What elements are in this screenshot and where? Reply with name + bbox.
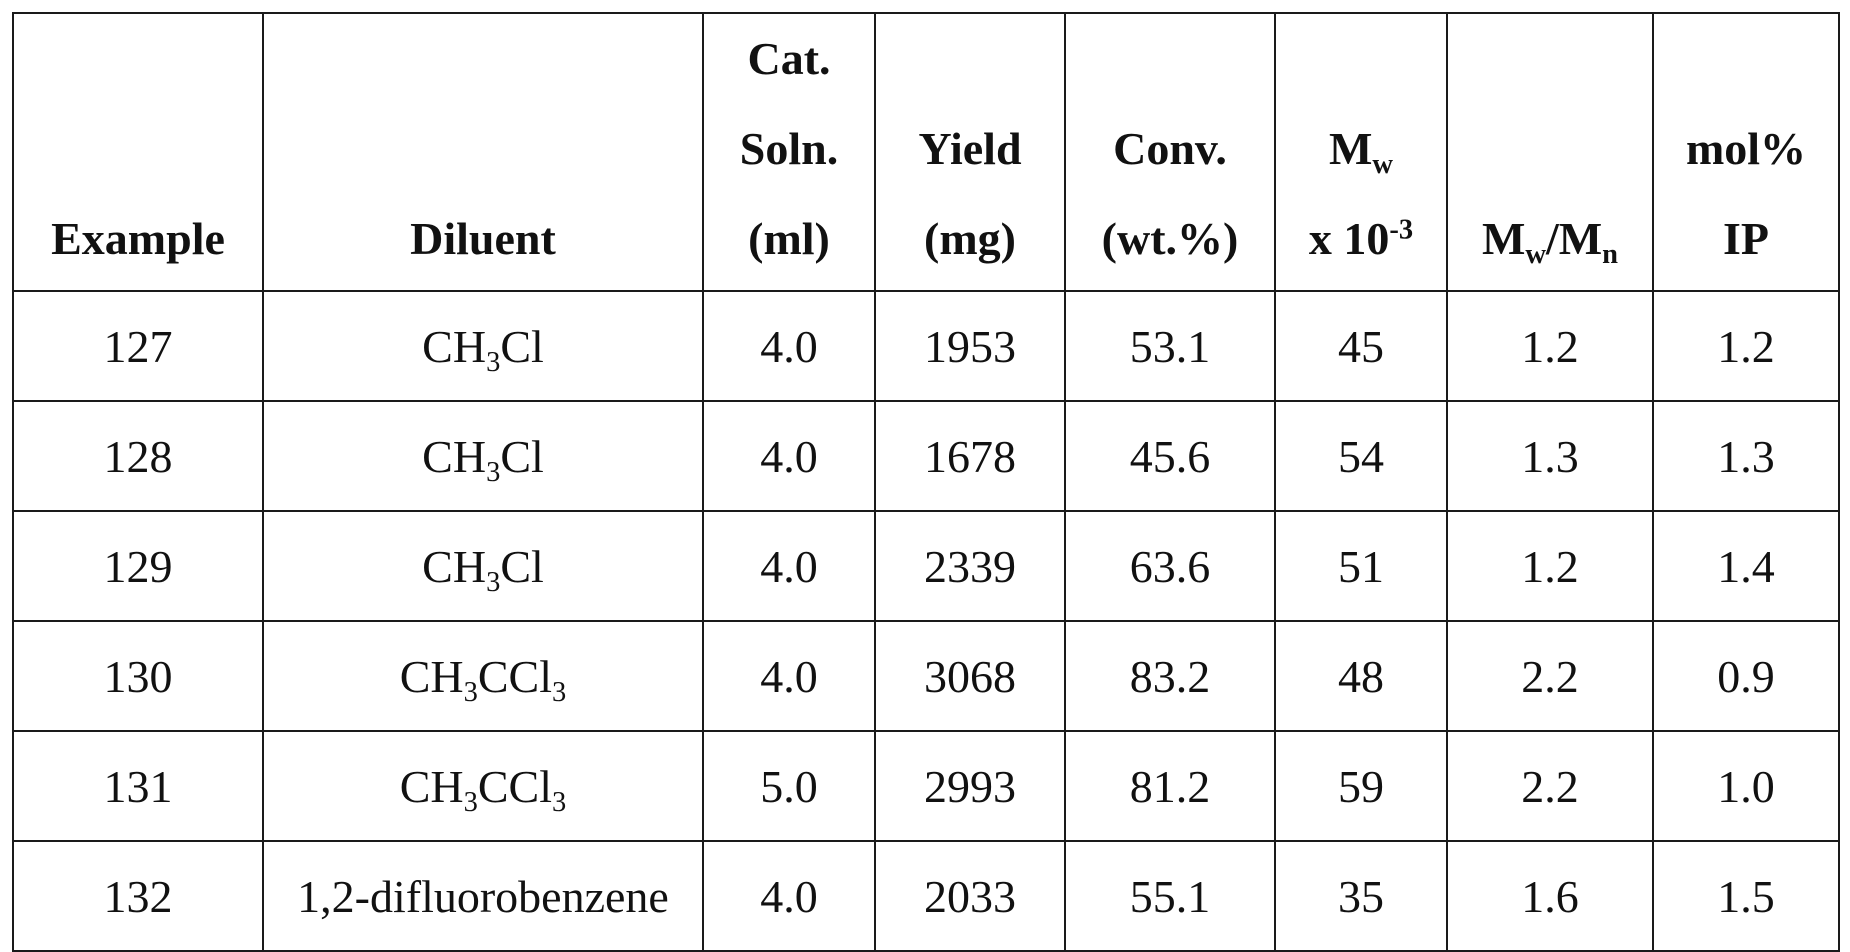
cell-example: 131 xyxy=(13,731,263,841)
cell-mw: 59 xyxy=(1275,731,1447,841)
cell-diluent: CH3CCl3 xyxy=(263,621,703,731)
cell-example: 130 xyxy=(13,621,263,731)
cell-mw: 48 xyxy=(1275,621,1447,731)
header-line: Mw/Mn xyxy=(1448,194,1652,284)
cell-yield: 1953 xyxy=(875,291,1065,401)
cell-mw-mn: 1.2 xyxy=(1447,291,1653,401)
header-mol-ip: mol% IP xyxy=(1653,13,1839,291)
table-row: 128 CH3Cl 4.0 1678 45.6 54 1.3 1.3 xyxy=(13,401,1839,511)
cell-cat-soln: 4.0 xyxy=(703,291,875,401)
table-row: 129 CH3Cl 4.0 2339 63.6 51 1.2 1.4 xyxy=(13,511,1839,621)
header-line: Soln. xyxy=(704,104,874,194)
cell-mw-mn: 1.6 xyxy=(1447,841,1653,951)
table-row: 131 CH3CCl3 5.0 2993 81.2 59 2.2 1.0 xyxy=(13,731,1839,841)
cell-yield: 2033 xyxy=(875,841,1065,951)
cell-diluent: CH3Cl xyxy=(263,511,703,621)
cell-mol-ip: 1.2 xyxy=(1653,291,1839,401)
results-table: Example Diluent Cat. Soln. (ml) Yield (m… xyxy=(12,12,1840,952)
cell-conv: 83.2 xyxy=(1065,621,1275,731)
header-mw-mn: Mw/Mn xyxy=(1447,13,1653,291)
header-line: Conv. xyxy=(1066,104,1274,194)
cell-cat-soln: 4.0 xyxy=(703,511,875,621)
cell-yield: 2339 xyxy=(875,511,1065,621)
header-example: Example xyxy=(13,13,263,291)
cell-conv: 53.1 xyxy=(1065,291,1275,401)
header-line: (ml) xyxy=(704,194,874,284)
cell-cat-soln: 5.0 xyxy=(703,731,875,841)
table-row: 132 1,2-difluorobenzene 4.0 2033 55.1 35… xyxy=(13,841,1839,951)
header-line: Example xyxy=(14,194,262,284)
cell-diluent: CH3CCl3 xyxy=(263,731,703,841)
cell-example: 129 xyxy=(13,511,263,621)
header-line: (wt.%) xyxy=(1066,194,1274,284)
cell-mw-mn: 1.3 xyxy=(1447,401,1653,511)
cell-yield: 3068 xyxy=(875,621,1065,731)
cell-mol-ip: 1.4 xyxy=(1653,511,1839,621)
cell-mw-mn: 2.2 xyxy=(1447,731,1653,841)
cell-mol-ip: 1.5 xyxy=(1653,841,1839,951)
cell-mw: 35 xyxy=(1275,841,1447,951)
header-line: Mw xyxy=(1276,104,1446,194)
header-mw: Mw x 10-3 xyxy=(1275,13,1447,291)
cell-yield: 1678 xyxy=(875,401,1065,511)
header-cat-soln: Cat. Soln. (ml) xyxy=(703,13,875,291)
cell-conv: 63.6 xyxy=(1065,511,1275,621)
cell-example: 132 xyxy=(13,841,263,951)
table-row: 130 CH3CCl3 4.0 3068 83.2 48 2.2 0.9 xyxy=(13,621,1839,731)
header-line: (mg) xyxy=(876,194,1064,284)
header-yield: Yield (mg) xyxy=(875,13,1065,291)
header-diluent: Diluent xyxy=(263,13,703,291)
cell-cat-soln: 4.0 xyxy=(703,621,875,731)
cell-yield: 2993 xyxy=(875,731,1065,841)
header-line: Diluent xyxy=(264,194,702,284)
header-line: Yield xyxy=(876,104,1064,194)
cell-cat-soln: 4.0 xyxy=(703,841,875,951)
cell-mol-ip: 0.9 xyxy=(1653,621,1839,731)
cell-example: 127 xyxy=(13,291,263,401)
header-line: x 10-3 xyxy=(1276,194,1446,284)
header-line: Cat. xyxy=(704,14,874,104)
table-row: 127 CH3Cl 4.0 1953 53.1 45 1.2 1.2 xyxy=(13,291,1839,401)
cell-diluent: 1,2-difluorobenzene xyxy=(263,841,703,951)
cell-conv: 81.2 xyxy=(1065,731,1275,841)
header-row: Example Diluent Cat. Soln. (ml) Yield (m… xyxy=(13,13,1839,291)
cell-conv: 55.1 xyxy=(1065,841,1275,951)
cell-mol-ip: 1.3 xyxy=(1653,401,1839,511)
cell-mol-ip: 1.0 xyxy=(1653,731,1839,841)
cell-mw-mn: 2.2 xyxy=(1447,621,1653,731)
header-line: mol% xyxy=(1654,104,1838,194)
cell-diluent: CH3Cl xyxy=(263,401,703,511)
header-line: IP xyxy=(1654,194,1838,284)
cell-mw-mn: 1.2 xyxy=(1447,511,1653,621)
cell-mw: 54 xyxy=(1275,401,1447,511)
cell-mw: 51 xyxy=(1275,511,1447,621)
header-conv: Conv. (wt.%) xyxy=(1065,13,1275,291)
cell-mw: 45 xyxy=(1275,291,1447,401)
cell-example: 128 xyxy=(13,401,263,511)
cell-diluent: CH3Cl xyxy=(263,291,703,401)
cell-conv: 45.6 xyxy=(1065,401,1275,511)
cell-cat-soln: 4.0 xyxy=(703,401,875,511)
